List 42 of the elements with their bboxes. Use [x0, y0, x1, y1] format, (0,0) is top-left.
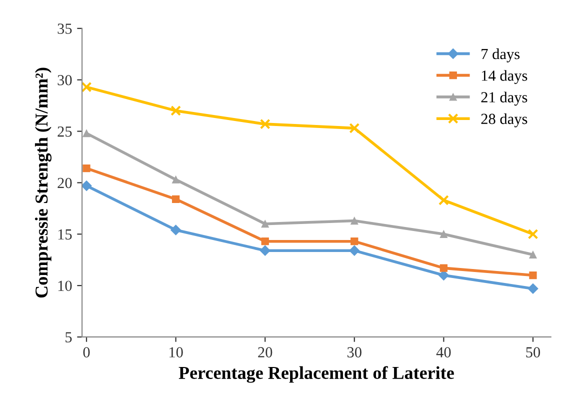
- point: [529, 271, 537, 280]
- point: [260, 245, 270, 256]
- x-tick-label: 40: [436, 347, 451, 358]
- legend-label: 28 days: [481, 113, 528, 128]
- y-axis-title: Compressie Strength (N/mm²): [34, 68, 52, 298]
- legend-label: 7 days: [482, 48, 520, 62]
- legend-label: 14 days: [482, 70, 528, 84]
- point: [172, 176, 180, 184]
- point: [172, 195, 180, 203]
- legend-label: 21 days: [481, 92, 528, 106]
- point: [528, 283, 538, 294]
- y-tick-label: 20: [58, 178, 72, 188]
- point: [529, 250, 537, 259]
- point: [349, 245, 360, 256]
- x-tick-label: 50: [526, 347, 540, 358]
- x-tick-label: 20: [258, 347, 272, 358]
- point: [82, 180, 92, 192]
- point: [82, 82, 92, 92]
- y-tick-label: 35: [58, 24, 72, 34]
- point: [440, 264, 448, 272]
- point: [82, 130, 90, 138]
- y-tick-label: 5: [66, 332, 72, 342]
- point: [170, 105, 182, 116]
- point: [349, 122, 360, 134]
- x-tick-label: 30: [347, 347, 362, 358]
- y-tick-label: 30: [58, 74, 72, 86]
- point: [440, 230, 448, 238]
- point: [170, 224, 182, 236]
- point: [350, 216, 358, 225]
- x-axis-title: Percentage Replacement of Laterite: [178, 366, 454, 383]
- point: [350, 238, 358, 246]
- y-tick-label: 25: [58, 126, 72, 137]
- x-tick-label: 10: [170, 347, 183, 358]
- y-tick-label: 10: [58, 280, 72, 292]
- x-tick-label: 0: [83, 347, 90, 358]
- point: [438, 194, 449, 206]
- point: [261, 238, 269, 246]
- point: [528, 228, 538, 240]
- point: [261, 220, 269, 228]
- point: [82, 164, 90, 172]
- point: [260, 118, 270, 130]
- y-tick-label: 15: [58, 229, 72, 240]
